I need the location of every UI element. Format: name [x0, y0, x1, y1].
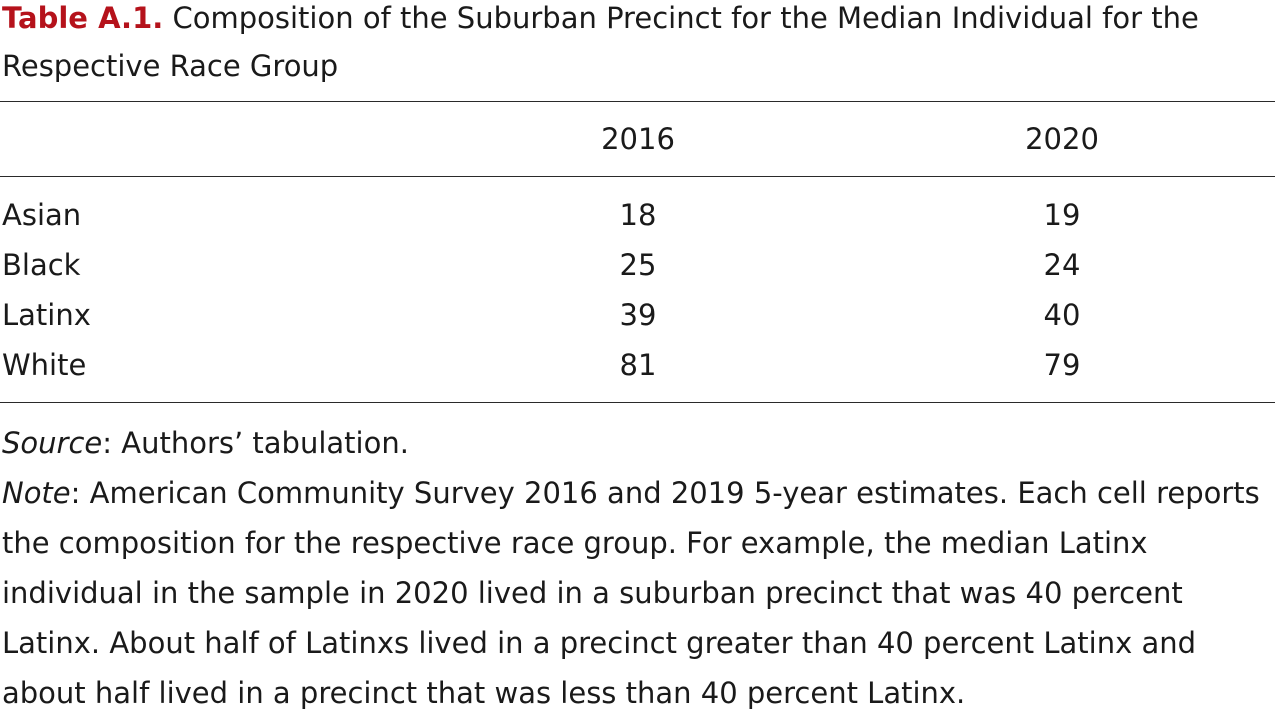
- row-label: Black: [2, 248, 81, 282]
- source-note: Source: Authors’ tabulation.: [2, 418, 1272, 468]
- cell-2020: 19: [1043, 198, 1081, 232]
- table-notes: Source: Authors’ tabulation. Note: Ameri…: [2, 418, 1272, 718]
- table-row: White 81 79: [0, 345, 1275, 385]
- row-label: White: [2, 348, 87, 382]
- note-paragraph: Note: American Community Survey 2016 and…: [2, 468, 1272, 718]
- column-header-2016: 2016: [601, 122, 675, 156]
- table-header-row: 2016 2020: [0, 119, 1275, 159]
- table-bottom-rule: [0, 402, 1275, 403]
- cell-2016: 25: [619, 248, 657, 282]
- note-label: Note: [2, 476, 71, 510]
- table-caption: Table A.1. Composition of the Suburban P…: [2, 0, 1272, 90]
- source-text: : Authors’ tabulation.: [102, 426, 409, 460]
- cell-2020: 24: [1043, 248, 1081, 282]
- table-row: Latinx 39 40: [0, 295, 1275, 335]
- cell-2020: 40: [1043, 298, 1081, 332]
- table-top-rule: [0, 101, 1275, 102]
- table-row: Black 25 24: [0, 245, 1275, 285]
- cell-2016: 81: [619, 348, 657, 382]
- cell-2020: 79: [1043, 348, 1081, 382]
- note-text: : American Community Survey 2016 and 201…: [2, 476, 1260, 710]
- cell-2016: 39: [619, 298, 657, 332]
- column-header-2020: 2020: [1025, 122, 1099, 156]
- table-header-rule: [0, 176, 1275, 177]
- source-label: Source: [2, 426, 103, 460]
- row-label: Asian: [2, 198, 82, 232]
- table-title: Composition of the Suburban Precinct for…: [2, 1, 1199, 83]
- row-label: Latinx: [2, 298, 91, 332]
- table-number-label: Table A.1.: [2, 1, 164, 35]
- table-row: Asian 18 19: [0, 195, 1275, 235]
- cell-2016: 18: [619, 198, 657, 232]
